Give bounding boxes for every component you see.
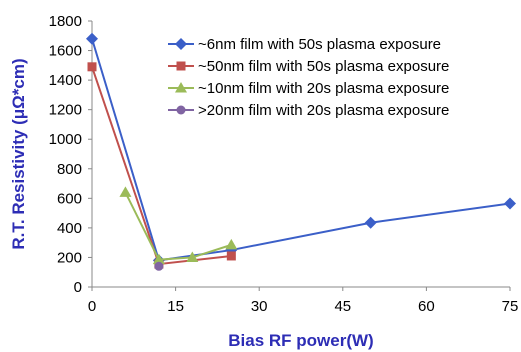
x-tick-label: 30 <box>251 298 268 315</box>
data-point <box>152 253 165 265</box>
y-tick-label: 1800 <box>49 13 82 30</box>
legend-item: >20nm film with 20s plasma exposure <box>168 102 449 119</box>
data-point <box>154 261 164 271</box>
series-layer <box>86 32 516 271</box>
legend-item: ~10nm film with 20s plasma exposure <box>168 80 449 97</box>
data-point <box>364 216 377 229</box>
series-3 <box>119 186 238 265</box>
data-point <box>186 251 199 262</box>
data-point <box>87 62 97 72</box>
y-axis-title: R.T. Resistivity (μΩ*cm) <box>9 58 28 249</box>
y-tick-label: 1200 <box>49 102 82 119</box>
y-tick-label: 800 <box>57 161 82 178</box>
x-tick-label: 15 <box>167 298 184 315</box>
legend-item: ~50nm film with 50s plasma exposure <box>168 58 449 75</box>
x-tick-label: 0 <box>88 298 96 315</box>
series-4 <box>154 261 164 271</box>
y-tick-label: 200 <box>57 249 82 266</box>
data-point <box>119 186 132 197</box>
y-tick-label: 1000 <box>49 131 82 148</box>
y-tick-label: 600 <box>57 190 82 207</box>
y-tick-label: 400 <box>57 220 82 237</box>
y-tick-label: 1400 <box>49 72 82 89</box>
axes: 0 200 400 600 800 1000 1200 1400 1600 1800 0 15 30 45… <box>49 13 519 315</box>
legend-label: ~50nm film with 50s plasma exposure <box>198 58 449 75</box>
x-axis-title: Bias RF power(W) <box>228 331 373 350</box>
legend-marker <box>176 61 186 71</box>
legend-marker <box>175 82 187 93</box>
legend-marker <box>176 105 186 115</box>
legend-label: ~6nm film with 50s plasma exposure <box>198 36 441 53</box>
data-point <box>226 251 236 261</box>
legend: ~6nm film with 50s plasma exposure ~50nm … <box>168 36 449 119</box>
y-tick-label: 1600 <box>49 43 82 60</box>
x-tick-label: 45 <box>334 298 351 315</box>
legend-label: >20nm film with 20s plasma exposure <box>198 102 449 119</box>
x-tick-label: 60 <box>418 298 435 315</box>
x-tick-label: 75 <box>502 298 519 315</box>
data-point <box>86 32 98 45</box>
legend-marker <box>175 38 187 50</box>
legend-item: ~6nm film with 50s plasma exposure <box>168 36 441 53</box>
series-line <box>124 191 232 261</box>
y-tick-label: 0 <box>74 279 82 296</box>
data-point <box>225 238 238 250</box>
data-point <box>504 197 516 210</box>
legend-label: ~10nm film with 20s plasma exposure <box>198 80 449 97</box>
